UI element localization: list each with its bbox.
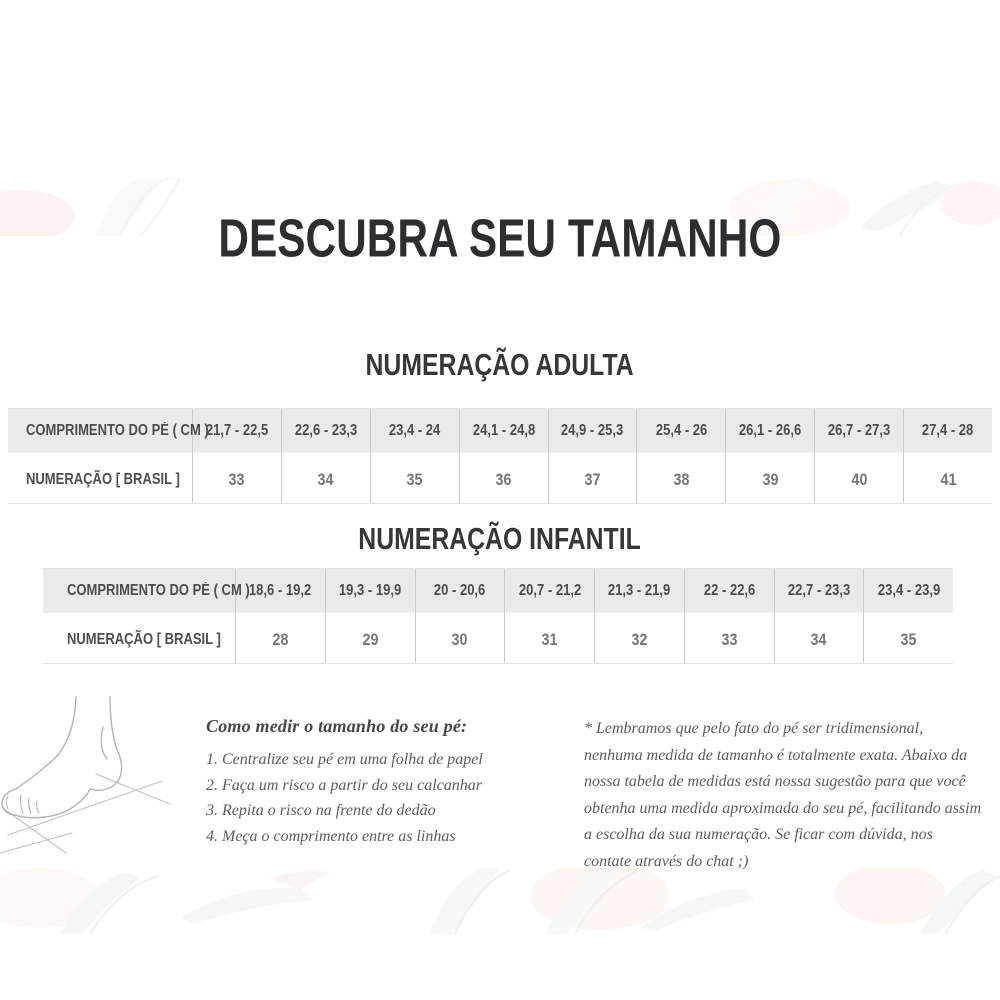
adult-column: 26,1 - 26,6 39 (725, 409, 815, 503)
kids-column: 21,3 - 21,9 32 (594, 569, 684, 663)
adult-column: 24,9 - 25,3 37 (547, 409, 637, 503)
length-range-cell: 21,7 - 22,5 (193, 409, 281, 456)
adult-column: 21,7 - 22,5 33 (192, 409, 281, 503)
length-range-cell: 23,4 - 24 (370, 409, 459, 456)
foot-measure-illustration (0, 696, 171, 854)
size-value-cell: 40 (815, 456, 904, 503)
size-value-cell: 29 (325, 616, 415, 663)
howto-step: 2. Faça um risco a partir do seu calcanh… (206, 776, 482, 794)
size-value-cell: 39 (726, 456, 815, 503)
kids-column: 20 - 20,6 30 (414, 569, 505, 663)
background-leaf-band-bottom (0, 868, 1000, 934)
length-range-cell: 26,1 - 26,6 (726, 409, 815, 456)
length-range-cell: 26,7 - 27,3 (815, 409, 904, 456)
size-value-cell: 33 (193, 456, 281, 503)
length-range-cell: 22,7 - 23,3 (774, 569, 864, 616)
length-range-cell: 24,9 - 25,3 (548, 409, 637, 456)
kids-column: 18,6 - 19,2 28 (235, 569, 325, 663)
length-range-cell: 22,6 - 23,3 (281, 409, 370, 456)
size-value-cell: 35 (370, 456, 459, 503)
kids-label-column: COMPRIMENTO DO PÉ ( CM ) NUMERAÇÃO [ BRA… (43, 569, 250, 663)
size-value-cell: 37 (548, 456, 637, 503)
adult-size-label-cell: NUMERAÇÃO [ BRASIL ] (8, 456, 192, 503)
length-range-cell: 27,4 - 28 (904, 409, 993, 456)
size-value-cell: 34 (281, 456, 370, 503)
size-value-cell: 30 (415, 616, 505, 663)
adult-size-table: COMPRIMENTO DO PÉ ( CM ) NUMERAÇÃO [ BRA… (8, 408, 993, 504)
length-range-cell: 18,6 - 19,2 (236, 569, 325, 616)
howto-step: 3. Repita o risco na frente do dedão (206, 802, 436, 819)
howto-section: Como medir o tamanho do seu pé: 1. Centr… (206, 716, 506, 849)
length-range-cell: 22 - 22,6 (684, 569, 774, 616)
adult-column: 27,4 - 28 41 (903, 409, 993, 503)
length-range-cell: 25,4 - 26 (637, 409, 726, 456)
size-value-cell: 33 (684, 616, 774, 663)
adult-column: 24,1 - 24,8 36 (458, 409, 548, 503)
kids-size-label-cell: NUMERAÇÃO [ BRASIL ] (43, 616, 235, 663)
page-title: DESCUBRA SEU TAMANHO (218, 207, 782, 269)
kids-section-heading: NUMERAÇÃO INFANTIL (358, 521, 642, 556)
howto-step: 4. Meça o comprimento entre as linhas (206, 827, 456, 845)
kids-column: 22,7 - 23,3 34 (773, 569, 864, 663)
size-value-cell: 32 (595, 616, 684, 663)
kids-size-table: COMPRIMENTO DO PÉ ( CM ) NUMERAÇÃO [ BRA… (43, 568, 953, 664)
length-range-cell: 24,1 - 24,8 (459, 409, 548, 456)
kids-column: 19,3 - 19,9 29 (324, 569, 415, 663)
size-value-cell: 31 (505, 616, 594, 663)
length-range-cell: 20 - 20,6 (415, 569, 505, 616)
length-range-cell: 20,7 - 21,2 (505, 569, 594, 616)
adult-column: 22,6 - 23,3 34 (280, 409, 370, 503)
length-range-cell: 19,3 - 19,9 (325, 569, 415, 616)
kids-length-label-cell: COMPRIMENTO DO PÉ ( CM ) (43, 569, 250, 616)
howto-step: 1. Centralize seu pé em uma folha de pap… (206, 751, 483, 768)
kids-column: 22 - 22,6 33 (683, 569, 774, 663)
adult-column: 25,4 - 26 38 (636, 409, 726, 503)
adult-column: 26,7 - 27,3 40 (814, 409, 904, 503)
length-range-cell: 21,3 - 21,9 (595, 569, 684, 616)
adult-length-label-cell: COMPRIMENTO DO PÉ ( CM ) (8, 409, 209, 456)
size-value-cell: 35 (864, 616, 953, 663)
size-value-cell: 34 (774, 616, 864, 663)
size-value-cell: 38 (637, 456, 726, 503)
adult-section-heading: NUMERAÇÃO ADULTA (365, 347, 635, 382)
adult-label-column: COMPRIMENTO DO PÉ ( CM ) NUMERAÇÃO [ BRA… (8, 409, 209, 503)
adult-column: 23,4 - 24 35 (369, 409, 459, 503)
length-range-cell: 23,4 - 23,9 (864, 569, 953, 616)
size-value-cell: 41 (904, 456, 993, 503)
size-value-cell: 36 (459, 456, 548, 503)
kids-column: 20,7 - 21,2 31 (504, 569, 594, 663)
disclaimer-note: * Lembramos que pelo fato do pé ser trid… (584, 720, 982, 870)
size-value-cell: 28 (236, 616, 325, 663)
howto-heading: Como medir o tamanho do seu pé: (206, 716, 468, 736)
kids-column: 23,4 - 23,9 35 (863, 569, 953, 663)
